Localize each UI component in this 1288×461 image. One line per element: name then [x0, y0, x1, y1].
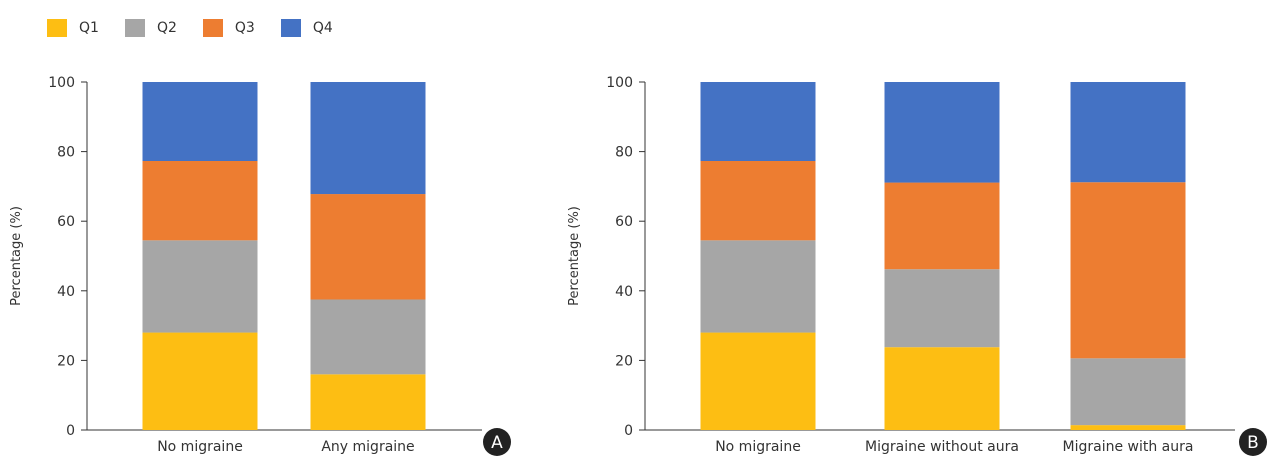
y-tick-label-b-0: 0: [624, 423, 633, 439]
bar-b-1-q4: [884, 82, 1000, 183]
x-category-label-b-1: Migraine without aura: [865, 439, 1019, 455]
bar-a-1-q4: [310, 82, 426, 195]
y-tick-label-b-60: 60: [615, 214, 633, 230]
bar-b-0-q1: [700, 332, 816, 430]
bar-a-0-q3: [142, 160, 258, 241]
bar-a-1-q3: [310, 194, 426, 300]
y-tick-label-b-40: 40: [615, 284, 633, 300]
legend-item-q4: Q4: [280, 18, 333, 38]
panel-b: 0 20 40 60 80 100 Percentage (%) No migraine Mig…: [567, 75, 1267, 456]
bar-b-0-q2: [700, 240, 816, 333]
chart-legend: Q1 Q2 Q3 Q4: [47, 18, 359, 38]
panel-badge-b: [1239, 428, 1267, 456]
legend-swatch-q1: [47, 19, 67, 37]
panel-label-b: B: [1247, 433, 1259, 453]
y-axis-title-b: Percentage (%): [567, 206, 582, 306]
y-axis-title-a: Percentage (%): [9, 206, 24, 306]
y-tick-label-b-80: 80: [615, 145, 633, 161]
y-tick-label-a-0: 0: [66, 423, 75, 439]
y-tick-label-a-40: 40: [57, 284, 75, 300]
legend-label-q2: Q2: [156, 20, 177, 36]
bar-b-0-q4: [700, 82, 816, 161]
legend-swatch-q4: [280, 19, 301, 37]
y-tick-label-b-20: 20: [615, 353, 633, 369]
panel-badge-a: [483, 428, 511, 456]
legend-swatch-q3: [202, 19, 223, 37]
bar-b-0-q3: [700, 160, 816, 241]
bar-b-2-q3: [1070, 182, 1186, 359]
bar-a-0-q2: [142, 240, 258, 333]
legend-item-q2: Q2: [124, 18, 177, 38]
y-tick-label-a-60: 60: [57, 214, 75, 230]
legend-item-q1: Q1: [47, 18, 99, 38]
y-tick-label-a-80: 80: [57, 145, 75, 161]
bar-b-1-q1: [884, 347, 1000, 430]
panel-a: 0 20 40 60 80 100 Percentage (%) No migraine Any…: [9, 75, 511, 456]
bar-a-1-q1: [310, 374, 426, 430]
bar-b-1-q3: [884, 182, 1000, 270]
bar-b-2-q2: [1070, 358, 1186, 426]
bar-b-2-q1: [1070, 425, 1186, 430]
y-tick-label-b-100: 100: [606, 75, 633, 91]
x-category-label-b-0: No migraine: [715, 439, 801, 455]
x-category-label-b-2: Migraine with aura: [1063, 439, 1194, 455]
y-tick-label-a-100: 100: [48, 75, 75, 91]
x-category-label-a-0: No migraine: [157, 439, 243, 455]
x-category-label-a-1: Any migraine: [321, 439, 414, 455]
bar-b-1-q2: [884, 269, 1000, 348]
bar-a-1-q2: [310, 299, 426, 375]
bar-b-2-q4: [1070, 82, 1186, 183]
legend-item-q3: Q3: [202, 18, 255, 38]
legend-swatch-q2: [124, 19, 145, 37]
bar-a-0-q4: [142, 82, 258, 161]
legend-label-q1: Q1: [79, 20, 99, 36]
bar-a-0-q1: [142, 332, 258, 430]
legend-label-q3: Q3: [234, 20, 255, 36]
legend-label-q4: Q4: [312, 20, 333, 36]
y-tick-label-a-20: 20: [57, 353, 75, 369]
panel-label-a: A: [491, 433, 503, 453]
